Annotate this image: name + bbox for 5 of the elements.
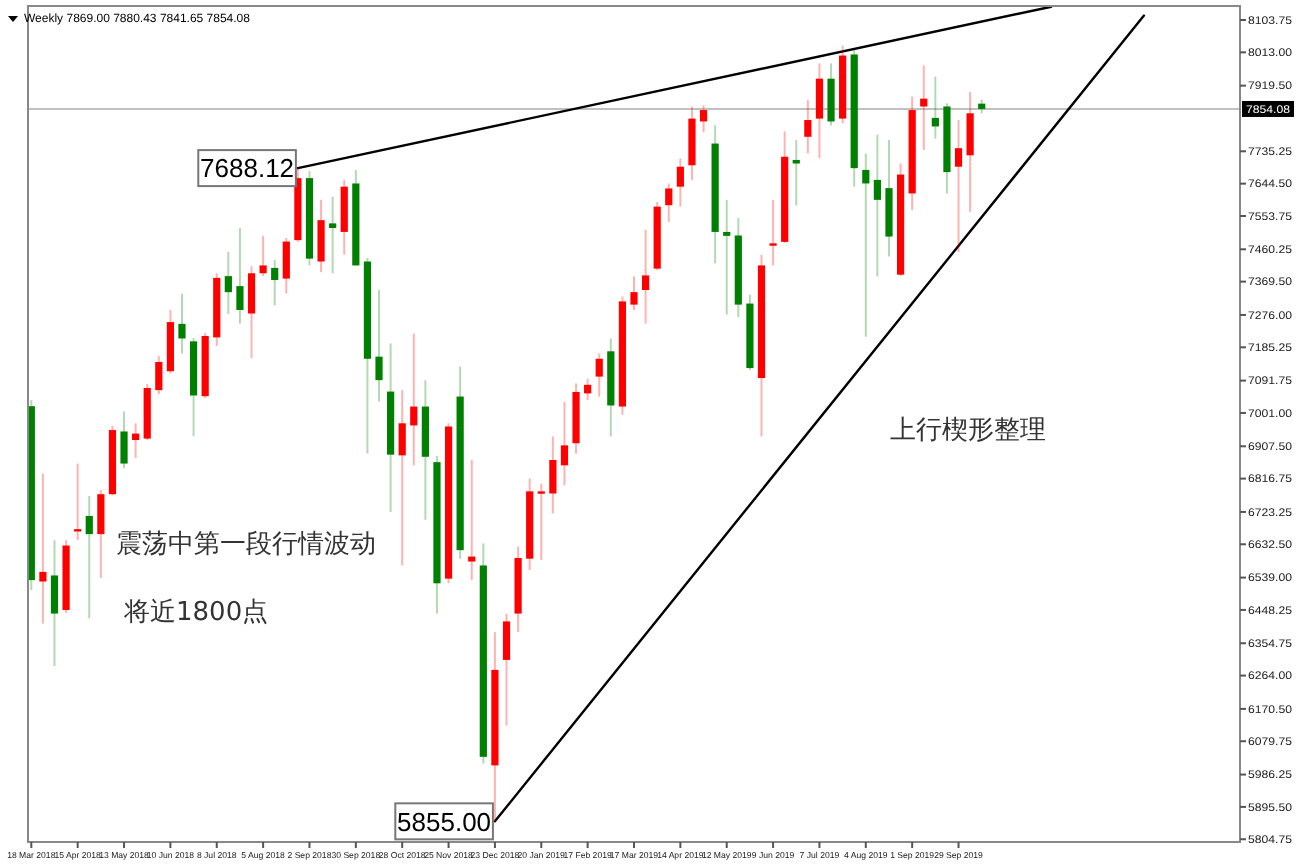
annotation: 震荡中第一段行情波动 — [116, 530, 376, 560]
annotation: 将近1800点 — [122, 598, 269, 628]
annotation: 上行楔形整理 — [890, 416, 1046, 446]
annotation: 5855.00 — [397, 806, 492, 837]
annotation: 7688.12 — [200, 153, 295, 184]
